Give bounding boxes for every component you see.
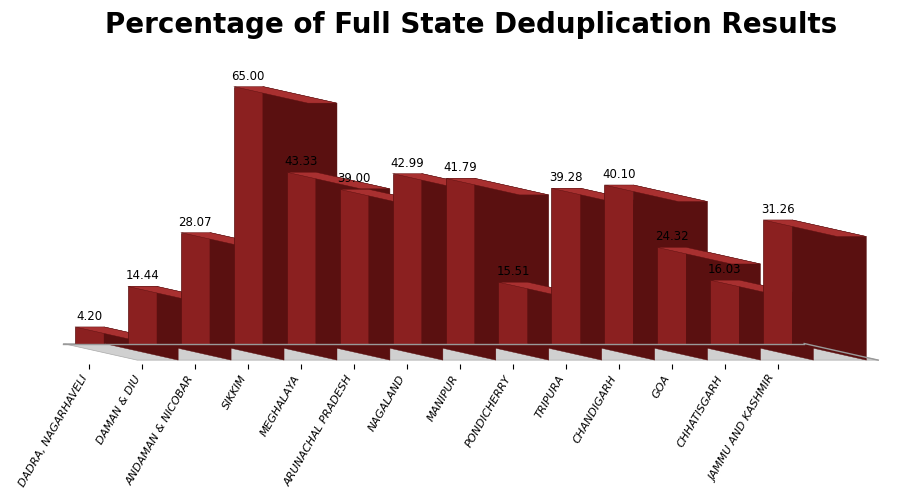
Polygon shape xyxy=(75,327,178,344)
Text: 39.28: 39.28 xyxy=(549,172,582,184)
Polygon shape xyxy=(63,344,878,360)
Polygon shape xyxy=(474,178,549,360)
Polygon shape xyxy=(104,327,178,360)
Polygon shape xyxy=(181,232,210,344)
Text: 24.32: 24.32 xyxy=(655,230,688,243)
Text: 65.00: 65.00 xyxy=(231,70,265,82)
Polygon shape xyxy=(580,188,654,360)
Polygon shape xyxy=(792,220,867,360)
Polygon shape xyxy=(763,220,867,236)
Polygon shape xyxy=(392,174,422,344)
Polygon shape xyxy=(739,280,814,360)
Polygon shape xyxy=(234,86,263,344)
Text: 42.99: 42.99 xyxy=(391,156,424,170)
Polygon shape xyxy=(499,282,527,344)
Polygon shape xyxy=(527,282,602,360)
Polygon shape xyxy=(687,248,760,360)
Polygon shape xyxy=(263,86,337,360)
Text: 31.26: 31.26 xyxy=(760,203,795,216)
Text: 16.03: 16.03 xyxy=(708,263,742,276)
Polygon shape xyxy=(339,190,369,344)
Polygon shape xyxy=(657,248,760,264)
Title: Percentage of Full State Deduplication Results: Percentage of Full State Deduplication R… xyxy=(104,11,837,39)
Polygon shape xyxy=(657,248,687,344)
Polygon shape xyxy=(210,232,284,360)
Polygon shape xyxy=(552,188,654,205)
Text: 4.20: 4.20 xyxy=(76,310,103,323)
Polygon shape xyxy=(634,185,707,360)
Polygon shape xyxy=(422,174,496,360)
Text: 43.33: 43.33 xyxy=(284,156,318,168)
Polygon shape xyxy=(128,286,157,344)
Polygon shape xyxy=(181,232,284,249)
Polygon shape xyxy=(392,174,496,190)
Polygon shape xyxy=(128,286,231,303)
Polygon shape xyxy=(446,178,474,344)
Polygon shape xyxy=(499,282,602,299)
Polygon shape xyxy=(234,86,337,103)
Text: 14.44: 14.44 xyxy=(126,270,159,282)
Polygon shape xyxy=(552,188,581,344)
Text: 28.07: 28.07 xyxy=(178,216,212,228)
Polygon shape xyxy=(339,190,443,206)
Text: 15.51: 15.51 xyxy=(496,265,530,278)
Polygon shape xyxy=(287,172,316,344)
Text: 41.79: 41.79 xyxy=(443,162,477,174)
Polygon shape xyxy=(75,327,104,344)
Polygon shape xyxy=(763,220,792,344)
Polygon shape xyxy=(604,185,634,344)
Polygon shape xyxy=(710,280,739,344)
Polygon shape xyxy=(287,172,390,189)
Polygon shape xyxy=(604,185,707,202)
Polygon shape xyxy=(446,178,549,195)
Polygon shape xyxy=(157,286,231,360)
Polygon shape xyxy=(316,172,390,360)
Polygon shape xyxy=(369,190,443,360)
Text: 39.00: 39.00 xyxy=(338,172,371,186)
Polygon shape xyxy=(710,280,814,296)
Text: 40.10: 40.10 xyxy=(602,168,635,181)
